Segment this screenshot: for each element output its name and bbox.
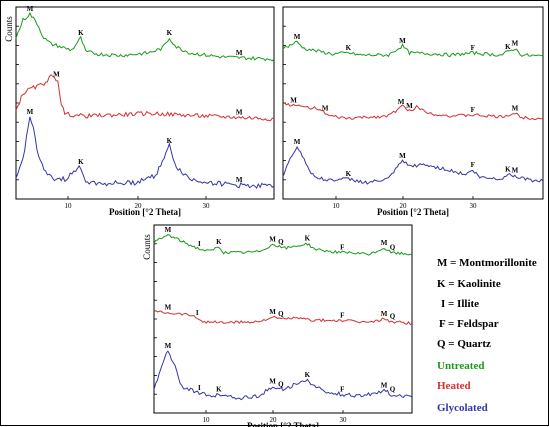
legend-quartz: Q = Quartz	[437, 338, 491, 350]
peak-label: M	[381, 381, 388, 389]
peak-label: M	[27, 108, 34, 116]
peak-label: K	[346, 170, 352, 178]
series-line-glycolated	[15, 116, 275, 190]
peak-label: M	[269, 308, 276, 316]
legend-kaolinite: K = Kaolinite	[437, 278, 501, 290]
x-tick-label: 30	[203, 202, 211, 210]
series-line-heated	[153, 309, 413, 326]
peak-label: Q	[390, 244, 396, 252]
peak-label: M	[236, 176, 243, 184]
peak-label: M	[165, 342, 172, 350]
peak-label: M	[165, 304, 172, 312]
peak-label: K	[305, 235, 311, 243]
peak-label: K	[216, 238, 222, 246]
panel-1: 10 20 30 Position [°2 Theta] Counts M K K M M M M K K…	[4, 5, 275, 217]
legend-feldspar: F = Feldspar	[439, 318, 499, 330]
peak-label: K	[167, 29, 173, 37]
peak-label: I	[196, 309, 199, 317]
peak-label: M	[512, 105, 519, 113]
peak-label: M	[236, 108, 243, 116]
peak-label: K	[505, 43, 511, 51]
series-line-heated	[282, 102, 544, 121]
peak-label: M	[269, 378, 276, 386]
legend-illite: I = Illite	[441, 298, 480, 310]
y-axis-label: Counts	[142, 234, 152, 260]
x-axis-label: Position [°2 Theta]	[247, 421, 319, 427]
peak-label: M	[165, 226, 172, 234]
legend-heated: Heated	[437, 380, 471, 392]
peak-label: M	[322, 105, 329, 113]
peak-label: M	[512, 40, 519, 48]
peak-label: M	[381, 310, 388, 318]
x-tick-label: 30	[340, 416, 348, 424]
peak-label: M	[236, 49, 243, 57]
peak-label: M	[512, 167, 519, 175]
series-line-untreated	[153, 234, 413, 256]
plot-area	[282, 6, 544, 200]
peak-label: Q	[278, 380, 284, 388]
peak-label: I	[198, 240, 201, 248]
peak-label: F	[340, 244, 344, 252]
peak-label: K	[78, 158, 84, 166]
peak-label: F	[471, 44, 475, 52]
peak-label: M	[399, 37, 406, 45]
peak-label: K	[78, 29, 84, 37]
x-axis-label: Position [°2 Theta]	[377, 207, 449, 217]
peak-label: M	[381, 239, 388, 247]
peak-label: K	[505, 166, 511, 174]
x-tick-label: 10	[333, 202, 341, 210]
series-line-heated	[15, 74, 275, 122]
peak-label: F	[471, 106, 475, 114]
peak-label: M	[294, 138, 301, 146]
peak-label: F	[340, 312, 344, 320]
peak-label: M	[294, 33, 301, 41]
peak-label: M	[406, 102, 413, 110]
peak-label: Q	[390, 385, 396, 393]
peak-label: Q	[278, 310, 284, 318]
peak-label: Q	[390, 313, 396, 321]
x-tick-label: 30	[470, 202, 478, 210]
peak-label: K	[216, 385, 222, 393]
peak-label: Q	[278, 238, 284, 246]
peak-label: M	[290, 96, 297, 104]
peak-label: K	[346, 44, 352, 52]
x-tick-label: 10	[65, 202, 73, 210]
plot-area	[15, 6, 275, 200]
peak-label: M	[53, 70, 60, 78]
legend-untreated: Untreated	[437, 360, 485, 372]
y-axis-label: Counts	[4, 16, 14, 42]
x-axis-label: Position [°2 Theta]	[109, 207, 181, 217]
peak-label: F	[471, 161, 475, 169]
series-line-glycolated	[153, 350, 413, 401]
series-line-glycolated	[282, 145, 544, 185]
legend-montmorillonite: M = Montmorillonite	[437, 257, 537, 269]
x-tick-label: 20	[135, 202, 143, 210]
peak-label: M	[269, 236, 276, 244]
legend-glycolated: Glycolated	[437, 402, 488, 414]
series-line-untreated	[282, 40, 544, 58]
peak-label: F	[340, 385, 344, 393]
x-tick-label: 10	[203, 416, 211, 424]
x-tick-label: 20	[400, 202, 408, 210]
x-tick-label: 20	[270, 416, 278, 424]
peak-label: I	[198, 384, 201, 392]
peak-label: K	[305, 371, 311, 379]
series-line-untreated	[15, 11, 275, 62]
peak-label: M	[398, 98, 405, 106]
peak-label: K	[167, 137, 173, 145]
peak-label: M	[399, 152, 406, 160]
peak-label: M	[27, 5, 34, 13]
